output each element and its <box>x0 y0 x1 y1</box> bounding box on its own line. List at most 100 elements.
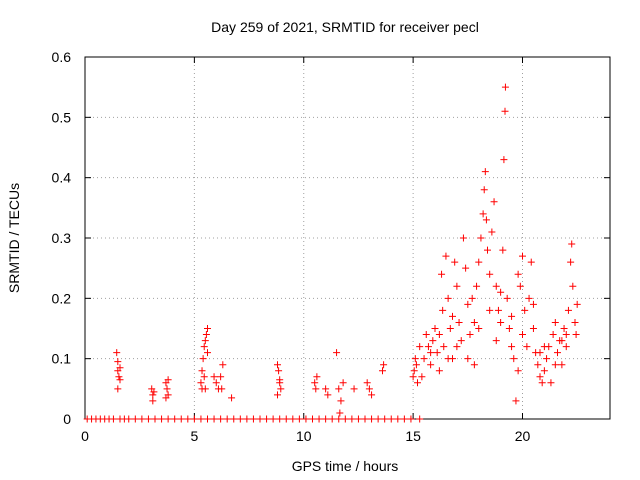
x-tick-label: 0 <box>81 428 89 444</box>
data-point-marker <box>549 331 557 339</box>
data-point-marker <box>198 367 206 375</box>
data-point-marker <box>198 385 206 393</box>
data-point-marker <box>164 415 172 423</box>
data-point-marker <box>228 394 236 402</box>
data-point-marker <box>341 415 349 423</box>
data-point-marker <box>442 252 450 260</box>
data-point-marker <box>540 343 548 351</box>
data-point-marker <box>558 337 566 345</box>
data-point-marker <box>177 415 185 423</box>
data-point-marker <box>466 331 474 339</box>
data-point-marker <box>150 388 158 396</box>
data-point-marker <box>464 355 472 363</box>
data-point-marker <box>484 246 491 254</box>
data-point-marker <box>422 331 430 339</box>
data-point-marker <box>368 415 376 423</box>
data-point-marker <box>543 355 551 363</box>
data-point-marker <box>477 234 485 242</box>
data-point-marker <box>151 415 159 423</box>
y-tick-label: 0.1 <box>52 351 72 367</box>
data-point-marker <box>163 385 171 393</box>
data-point-marker <box>282 415 290 423</box>
data-point-marker <box>501 107 509 115</box>
data-point-marker <box>514 367 522 375</box>
data-point-marker <box>379 367 386 375</box>
data-point-marker <box>455 318 463 326</box>
data-point-marker <box>116 364 124 372</box>
data-point-marker <box>510 355 518 363</box>
data-point-marker <box>444 355 452 363</box>
data-point-marker <box>263 415 271 423</box>
data-point-marker <box>162 394 170 402</box>
data-point-marker <box>427 361 435 369</box>
data-point-marker <box>277 385 285 393</box>
data-point-marker <box>433 349 441 357</box>
data-point-marker <box>171 415 179 423</box>
data-point-marker <box>439 306 447 314</box>
data-point-marker <box>109 415 117 423</box>
data-point-marker <box>490 198 498 206</box>
y-tick-label: 0.6 <box>52 49 72 65</box>
data-point-marker <box>204 325 211 332</box>
data-point-marker <box>523 343 531 351</box>
data-point-marker <box>494 306 502 314</box>
data-point-marker <box>521 306 529 314</box>
data-point-marker <box>144 415 152 423</box>
data-point-marker <box>444 294 452 302</box>
data-point-marker <box>149 391 157 399</box>
data-point-marker <box>435 331 443 339</box>
data-point-marker <box>473 282 481 290</box>
data-point-marker <box>114 358 122 366</box>
data-point-marker <box>512 397 520 405</box>
data-point-marker <box>337 397 345 405</box>
data-point-marker <box>569 282 577 290</box>
data-point-marker <box>505 325 513 332</box>
y-tick-label: 0.5 <box>52 109 72 125</box>
data-point-marker <box>410 367 418 375</box>
data-point-marker <box>309 415 316 423</box>
data-point-marker <box>486 306 494 314</box>
x-tick-label: 20 <box>515 428 531 444</box>
data-point-marker <box>311 379 319 387</box>
data-point-marker <box>457 337 465 345</box>
data-point-marker <box>427 349 435 357</box>
data-points <box>83 83 581 423</box>
data-point-marker <box>418 373 426 381</box>
data-point-marker <box>564 306 572 314</box>
data-point-marker <box>412 361 420 369</box>
data-point-marker <box>335 385 343 393</box>
data-point-marker <box>488 228 496 236</box>
data-point-marker <box>335 415 343 423</box>
data-point-marker <box>274 391 281 399</box>
data-point-marker <box>562 331 570 339</box>
data-point-marker <box>201 337 209 345</box>
data-point-marker <box>210 415 218 423</box>
data-point-marker <box>295 415 303 423</box>
data-point-marker <box>313 373 321 381</box>
data-point-marker <box>125 415 133 423</box>
data-point-marker <box>479 210 487 218</box>
data-point-marker <box>394 415 402 423</box>
data-point-marker <box>449 312 456 320</box>
chart-title: Day 259 of 2021, SRMTID for receiver pec… <box>211 19 479 35</box>
data-point-marker <box>113 349 121 357</box>
data-point-marker <box>289 415 297 423</box>
data-point-marker <box>558 361 566 369</box>
data-point-marker <box>486 270 494 278</box>
data-point-marker <box>380 361 388 369</box>
data-point-marker <box>568 240 576 248</box>
data-point-marker <box>525 294 533 302</box>
data-point-marker <box>529 325 537 332</box>
data-point-marker <box>451 258 459 266</box>
data-point-marker <box>407 415 415 423</box>
data-point-marker <box>508 343 516 351</box>
data-point-marker <box>551 361 559 369</box>
data-point-marker <box>567 258 575 266</box>
data-point-marker <box>387 415 395 423</box>
data-point-marker <box>470 318 478 326</box>
data-point-marker <box>482 216 490 224</box>
axis-ticks: 0 5 10 15 20 0 0.1 0.2 0.3 0.4 0.5 0.6 <box>52 49 610 444</box>
data-point-marker <box>202 331 210 339</box>
data-point-marker <box>536 373 544 381</box>
data-point-marker <box>480 186 488 194</box>
